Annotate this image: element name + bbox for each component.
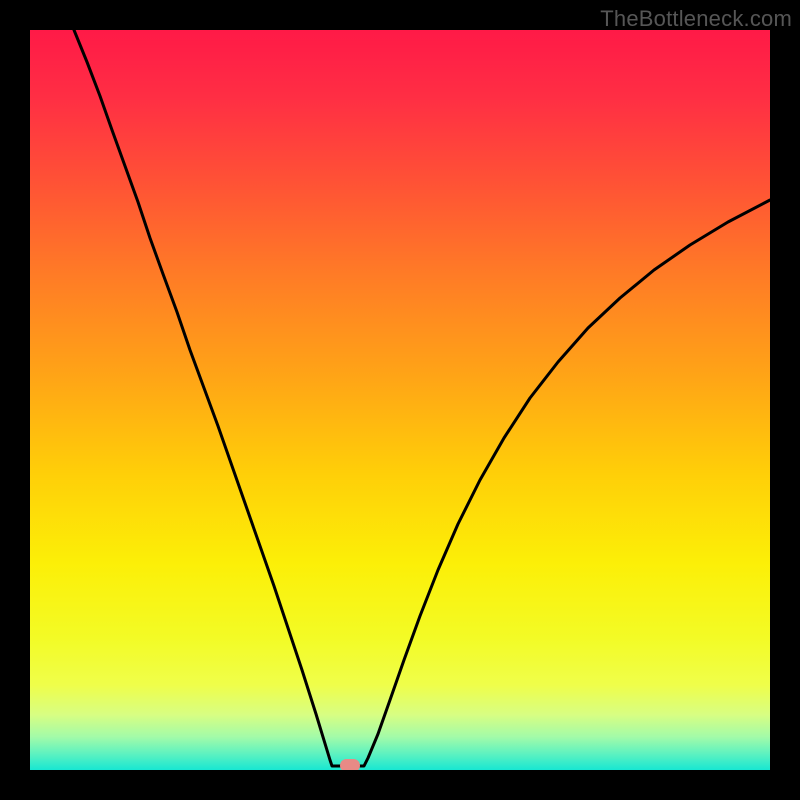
bottleneck-curve bbox=[30, 30, 770, 770]
optimum-marker bbox=[340, 759, 360, 771]
plot-area bbox=[30, 30, 770, 770]
watermark-text: TheBottleneck.com bbox=[600, 6, 792, 32]
